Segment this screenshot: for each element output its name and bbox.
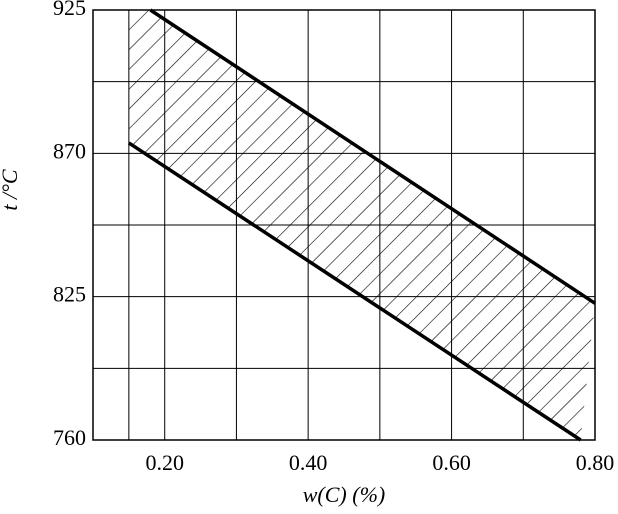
y-axis-title: t /°C bbox=[0, 169, 22, 211]
x-tick-label: 0.20 bbox=[145, 450, 184, 475]
x-tick-label: 0.80 bbox=[576, 450, 615, 475]
y-tick-label: 870 bbox=[53, 138, 86, 163]
hatched-band bbox=[128, 10, 595, 440]
y-tick-label: 825 bbox=[53, 282, 86, 307]
y-tick-label: 925 bbox=[53, 0, 86, 20]
x-tick-label: 0.60 bbox=[432, 450, 471, 475]
plot-frame bbox=[92, 9, 596, 441]
boundary-line bbox=[149, 8, 596, 305]
y-tick-label: 760 bbox=[53, 425, 86, 450]
boundary-line bbox=[127, 141, 582, 442]
x-axis-title: w(C) (%) bbox=[303, 482, 385, 507]
x-tick-label: 0.40 bbox=[289, 450, 328, 475]
